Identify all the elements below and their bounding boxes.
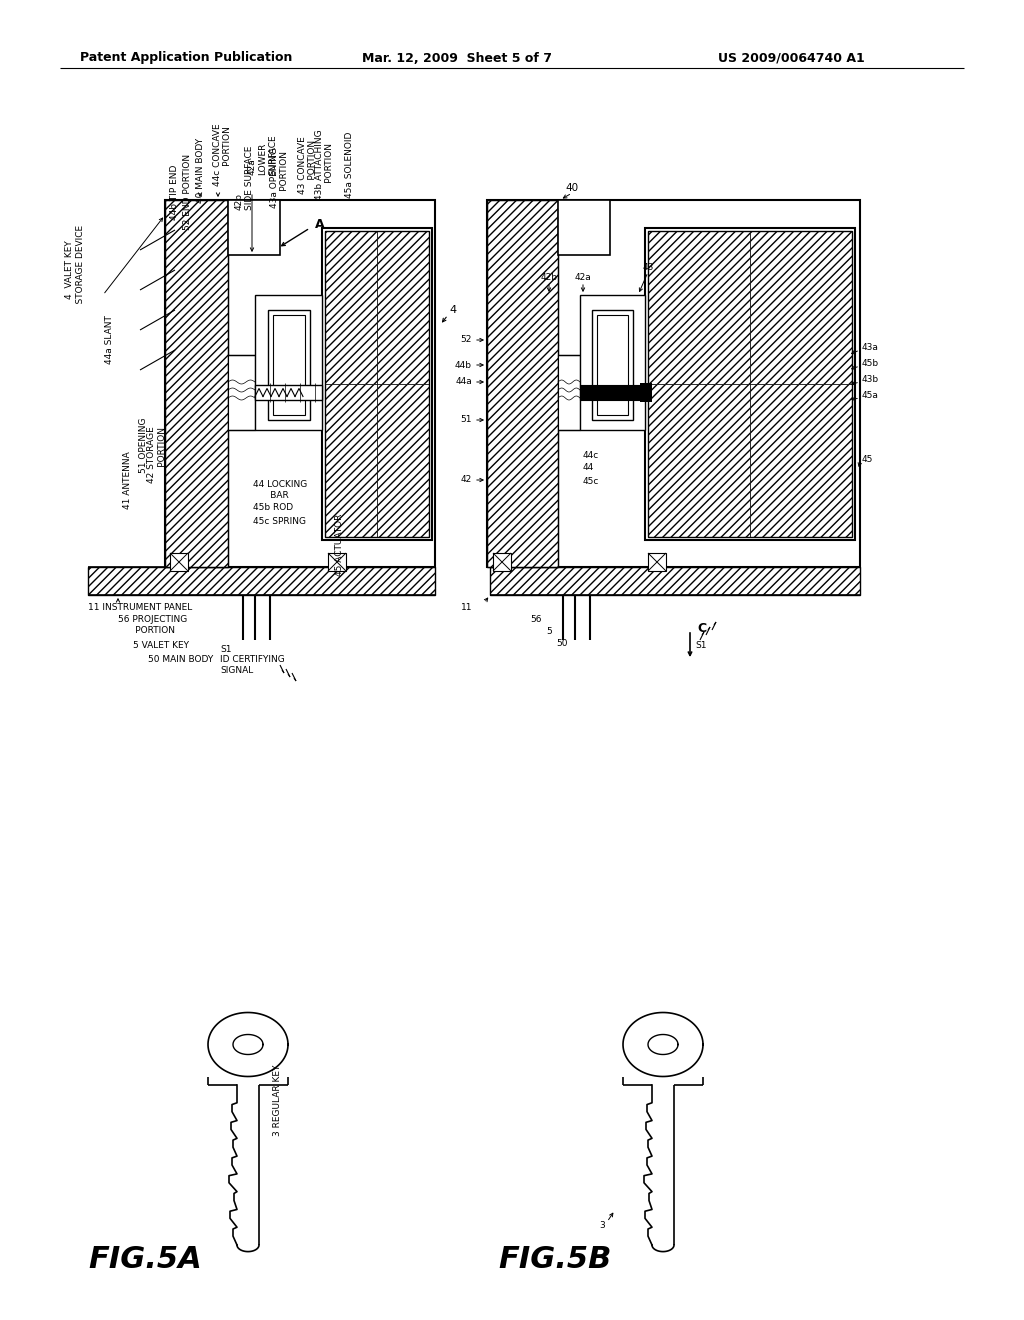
Text: C: C: [697, 622, 707, 635]
Bar: [228, 355, 255, 430]
Text: A: A: [315, 219, 325, 231]
Bar: [648, 553, 666, 572]
Bar: [325, 384, 377, 537]
Bar: [750, 384, 852, 537]
Bar: [640, 383, 652, 403]
Text: 45 ACTUATOR: 45 ACTUATOR: [336, 513, 344, 577]
Bar: [487, 201, 558, 568]
Bar: [645, 228, 855, 540]
Bar: [255, 385, 322, 400]
Text: 43 CONCAVE
     PORTION: 43 CONCAVE PORTION: [298, 136, 317, 194]
Text: 45: 45: [862, 455, 873, 465]
Text: 42 STORAGE
      PORTION: 42 STORAGE PORTION: [147, 426, 167, 483]
Text: 45a: 45a: [862, 392, 879, 400]
Bar: [580, 385, 645, 400]
Bar: [268, 310, 310, 420]
Text: Mar. 12, 2009  Sheet 5 of 7: Mar. 12, 2009 Sheet 5 of 7: [362, 51, 552, 65]
Text: 42: 42: [461, 475, 472, 484]
Text: FIG.5A: FIG.5A: [88, 1246, 202, 1275]
Text: 44b TIP END: 44b TIP END: [170, 164, 179, 219]
Text: 44c CONCAVE
       PORTION: 44c CONCAVE PORTION: [213, 124, 232, 186]
Bar: [487, 201, 860, 568]
Text: 43a: 43a: [862, 343, 879, 352]
Bar: [648, 231, 750, 384]
Text: 45c SPRING: 45c SPRING: [253, 517, 306, 527]
Text: 56 PROJECTING
      PORTION: 56 PROJECTING PORTION: [118, 615, 187, 635]
Text: 41 ANTENNA: 41 ANTENNA: [124, 451, 132, 510]
Text: 56: 56: [530, 615, 542, 624]
Bar: [377, 231, 429, 384]
Text: 43b: 43b: [862, 375, 880, 384]
Text: 5: 5: [546, 627, 552, 636]
Bar: [648, 231, 852, 537]
Text: S1
ID CERTIFYING
SIGNAL: S1 ID CERTIFYING SIGNAL: [220, 645, 285, 675]
Bar: [228, 201, 280, 255]
Text: 40 MAIN BODY: 40 MAIN BODY: [196, 137, 205, 202]
Bar: [493, 553, 511, 572]
Text: 45b: 45b: [862, 359, 880, 368]
Text: 5 VALET KEY: 5 VALET KEY: [133, 640, 189, 649]
Text: 50: 50: [556, 639, 567, 648]
Bar: [597, 315, 628, 414]
Bar: [325, 231, 429, 537]
Text: 4  VALET KEY
    STORAGE DEVICE: 4 VALET KEY STORAGE DEVICE: [66, 224, 85, 315]
Text: 45b ROD: 45b ROD: [253, 503, 293, 512]
Text: 43a OPENING
      PORTION: 43a OPENING PORTION: [270, 148, 290, 209]
Text: 3: 3: [599, 1221, 605, 1229]
Text: 44c: 44c: [583, 450, 599, 459]
Text: 42a
LOWER
SURFACE: 42a LOWER SURFACE: [248, 135, 278, 176]
Text: 45a SOLENOID: 45a SOLENOID: [345, 132, 354, 198]
Text: 50 MAIN BODY: 50 MAIN BODY: [148, 656, 213, 664]
Bar: [165, 201, 228, 568]
Text: S1: S1: [695, 640, 707, 649]
Text: US 2009/0064740 A1: US 2009/0064740 A1: [718, 51, 864, 65]
Bar: [325, 231, 377, 384]
Text: 42b
SIDE SURFACE: 42b SIDE SURFACE: [234, 145, 254, 210]
Bar: [165, 201, 228, 568]
Bar: [580, 294, 645, 430]
Text: Patent Application Publication: Patent Application Publication: [80, 51, 293, 65]
Bar: [558, 201, 610, 255]
Text: 44a: 44a: [456, 378, 472, 387]
Text: 44 LOCKING
      BAR: 44 LOCKING BAR: [253, 480, 307, 500]
Bar: [377, 384, 429, 537]
Text: 52 END PORTION: 52 END PORTION: [183, 154, 193, 230]
Bar: [750, 231, 852, 384]
Bar: [165, 201, 435, 568]
Text: 3 REGULAR KEY: 3 REGULAR KEY: [272, 1064, 282, 1135]
Bar: [558, 355, 580, 430]
Bar: [487, 201, 558, 568]
Text: FIG.5B: FIG.5B: [498, 1246, 611, 1275]
Bar: [490, 568, 860, 595]
Text: 42b: 42b: [541, 273, 557, 282]
Bar: [592, 310, 633, 420]
Text: 42a: 42a: [574, 273, 592, 282]
Text: 45c: 45c: [583, 477, 599, 486]
Text: 44: 44: [583, 463, 594, 473]
Text: 40: 40: [565, 183, 579, 193]
Text: 51: 51: [461, 416, 472, 425]
Text: 11: 11: [461, 602, 472, 611]
Text: 52: 52: [461, 335, 472, 345]
Bar: [648, 384, 750, 537]
Text: 51 OPENING: 51 OPENING: [138, 417, 147, 473]
Text: 44b: 44b: [455, 360, 472, 370]
Bar: [322, 228, 432, 540]
Text: 4: 4: [450, 305, 457, 315]
Bar: [328, 553, 346, 572]
Bar: [88, 568, 435, 595]
Bar: [170, 553, 188, 572]
Bar: [273, 315, 305, 414]
Bar: [255, 294, 322, 430]
Text: 44a SLANT: 44a SLANT: [105, 315, 115, 364]
Text: 11 INSTRUMENT PANEL: 11 INSTRUMENT PANEL: [88, 602, 193, 611]
Text: 43b ATTACHING
      PORTION: 43b ATTACHING PORTION: [315, 129, 335, 201]
Text: 43: 43: [642, 264, 653, 272]
